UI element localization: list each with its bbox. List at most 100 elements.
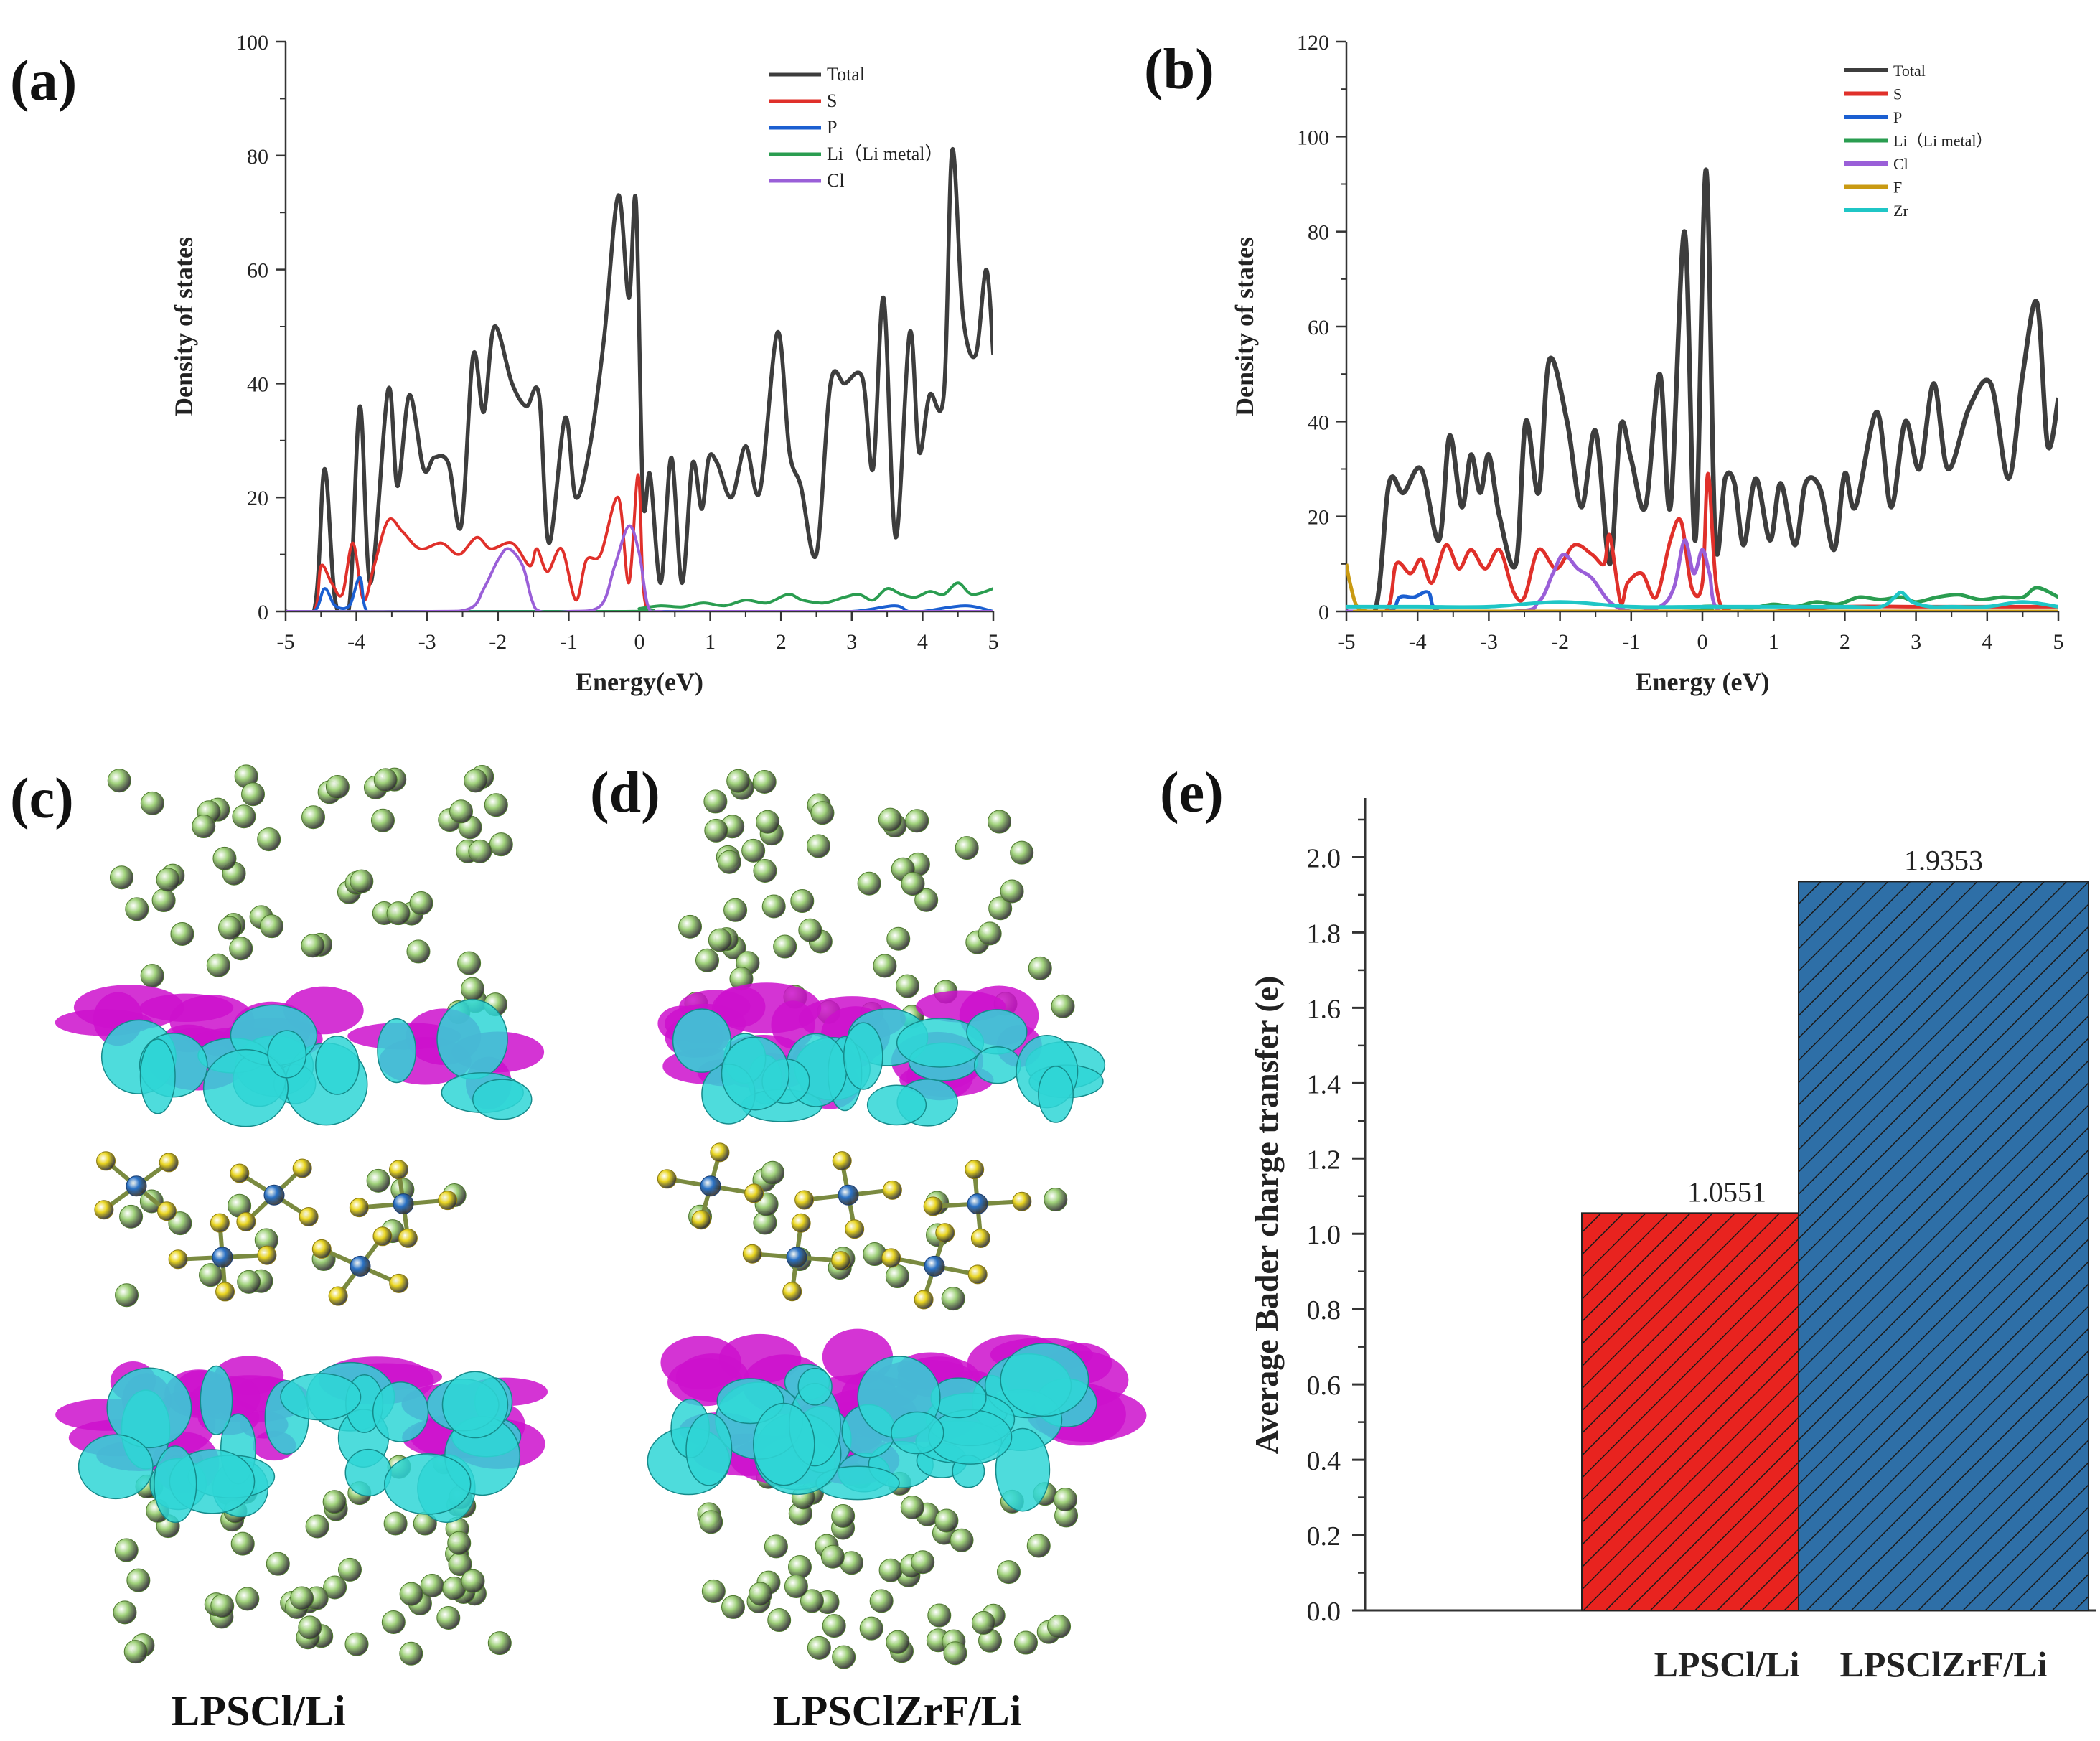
li-atom [309, 932, 333, 957]
li-atom [156, 1514, 180, 1539]
s-atom [156, 1201, 177, 1221]
li-atom [139, 1474, 164, 1498]
li-atom [805, 1463, 830, 1487]
li-atom [860, 1001, 884, 1026]
p-atom [924, 1255, 945, 1277]
li-atom [400, 901, 424, 926]
y-tick-label: 0 [1318, 601, 1329, 624]
li-atom [965, 930, 990, 954]
isosurface-negative [315, 1036, 360, 1095]
isosurface-negative [474, 1377, 513, 1426]
li-atom [695, 948, 720, 972]
y-tick-label: 1.6 [1307, 994, 1341, 1024]
isosurface-negative [212, 1459, 269, 1518]
isosurface-positive [725, 1035, 802, 1066]
legend-label: Total [827, 64, 865, 85]
x-tick-label: 0 [1697, 630, 1708, 654]
y-tick-label: 0 [258, 601, 268, 624]
isosurface-positive [916, 990, 1006, 1023]
x-tick-label: 1 [705, 630, 716, 654]
series-line-cl [1346, 538, 2058, 611]
s-atom [831, 1251, 851, 1271]
isosurface-positive [233, 1376, 297, 1412]
li-atom [800, 1589, 824, 1613]
series-line-f [1346, 563, 2058, 611]
li-atom [125, 897, 149, 921]
li-atom [206, 797, 230, 822]
li-atom [257, 827, 281, 852]
bar-1 [1798, 881, 2089, 1612]
isosurface-negative [436, 998, 508, 1080]
li-atom [373, 768, 398, 792]
li-atom [119, 1204, 144, 1229]
isosurface-positive [742, 1354, 828, 1415]
ps-bond [977, 1199, 1023, 1206]
isosurface-positive [811, 1440, 862, 1468]
li-atom [807, 1636, 831, 1660]
li-atom [139, 1189, 164, 1214]
series-line-lilimetal [1346, 586, 2058, 611]
li-atom [761, 894, 786, 919]
li-atom [831, 1516, 856, 1540]
isosurface-positive [805, 1374, 918, 1412]
isosurface-positive [945, 1370, 999, 1405]
isosurface-negative [841, 1404, 896, 1458]
li-atom [107, 769, 131, 793]
isosurface-negative [267, 1030, 307, 1079]
li-atom [114, 1538, 139, 1562]
li-atom [767, 1608, 792, 1633]
y-axis-label: Average Bader charge transfer (e) [1248, 976, 1285, 1455]
y-tick-label: 0.2 [1307, 1521, 1341, 1552]
li-atom [381, 1610, 406, 1634]
li-atom [808, 929, 833, 954]
li-atom [135, 1474, 159, 1498]
li-atom [790, 888, 815, 913]
isosurface-positive [822, 1328, 894, 1385]
ps-bond [396, 1169, 406, 1205]
series-line-cl [286, 524, 993, 611]
li-atom [841, 1463, 866, 1487]
isosurface-positive [1050, 1343, 1112, 1384]
li-atom [736, 951, 760, 975]
isosurface-positive [232, 1001, 311, 1056]
li-atom [878, 807, 902, 832]
isosurface-positive [73, 985, 184, 1031]
isosurface-negative [139, 1038, 176, 1114]
li-atom [233, 1480, 258, 1504]
isosurface-negative [973, 1046, 1021, 1084]
s-atom [742, 1244, 762, 1264]
li-atom [146, 1498, 170, 1523]
li-atom [730, 776, 754, 800]
ps-bond [177, 1255, 223, 1262]
li-atom [337, 880, 361, 904]
li-atom [988, 810, 1012, 834]
x-tick-label: -2 [1551, 630, 1569, 654]
li-atom [943, 1641, 967, 1666]
isosurface-positive [451, 1031, 545, 1073]
isosurface-positive [122, 1373, 172, 1427]
isosurface-negative [928, 1409, 1013, 1465]
li-atom [220, 1508, 245, 1532]
isosurface-negative [230, 1004, 318, 1066]
isosurface-negative [828, 1036, 863, 1112]
li-atom [787, 1247, 812, 1272]
s-atom [349, 1198, 369, 1218]
isosurface-negative [785, 1033, 848, 1107]
ps-bond [932, 1201, 978, 1209]
isosurface-positive [110, 1361, 156, 1402]
isosurface-negative [1025, 1041, 1106, 1089]
isosurface-positive [1025, 1350, 1129, 1409]
li-atom [322, 1490, 347, 1514]
ps-bond [359, 1264, 400, 1286]
li-atom [232, 804, 256, 829]
isosurface-positive [891, 1031, 984, 1091]
isosurface-negative [284, 1042, 368, 1126]
li-atom [1054, 1503, 1079, 1528]
isosurface-negative [139, 1033, 208, 1098]
li-atom [338, 1557, 362, 1582]
li-atom [822, 1614, 846, 1638]
isosurface-positive [151, 1391, 216, 1453]
ps-bond [403, 1198, 448, 1206]
bar-value-label: 1.0551 [1687, 1175, 1766, 1208]
